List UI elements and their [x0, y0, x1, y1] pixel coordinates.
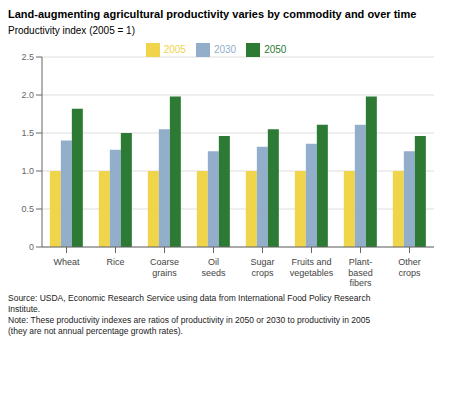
svg-text:0.5: 0.5 — [21, 204, 34, 214]
svg-text:0: 0 — [29, 242, 34, 252]
svg-text:1.5: 1.5 — [21, 128, 34, 138]
html-text:Source: USDA, Economic Researc: Source: USDA, Economic Research Service … — [8, 293, 371, 336]
svg-text:2.5: 2.5 — [21, 52, 34, 62]
svg-text:Oilseeds: Oilseeds — [201, 257, 226, 278]
svg-text:Othercrops: Othercrops — [398, 257, 421, 278]
svg-text:1.0: 1.0 — [21, 166, 34, 176]
html-text:2050: 2050 — [264, 43, 287, 55]
svg-text:Plant-basedfibers: Plant-basedfibers — [348, 257, 373, 288]
html-text:2005: 2005 — [163, 43, 186, 55]
html-text:2030: 2030 — [213, 43, 237, 55]
svg-text:Wheat: Wheat — [53, 257, 80, 267]
svg-text:Fruits andvegetables: Fruits andvegetables — [290, 257, 334, 278]
html-text:Productivity index (2005 = 1): Productivity index (2005 = 1) — [8, 25, 135, 36]
svg-text:Sugarcrops: Sugarcrops — [250, 257, 274, 278]
svg-text:Coarsegrains: Coarsegrains — [150, 257, 179, 278]
html-text:Land-augmenting agricultural p: Land-augmenting agricultural productivit… — [8, 8, 417, 20]
svg-text:Rice: Rice — [106, 257, 124, 267]
svg-text:2.0: 2.0 — [21, 90, 34, 100]
